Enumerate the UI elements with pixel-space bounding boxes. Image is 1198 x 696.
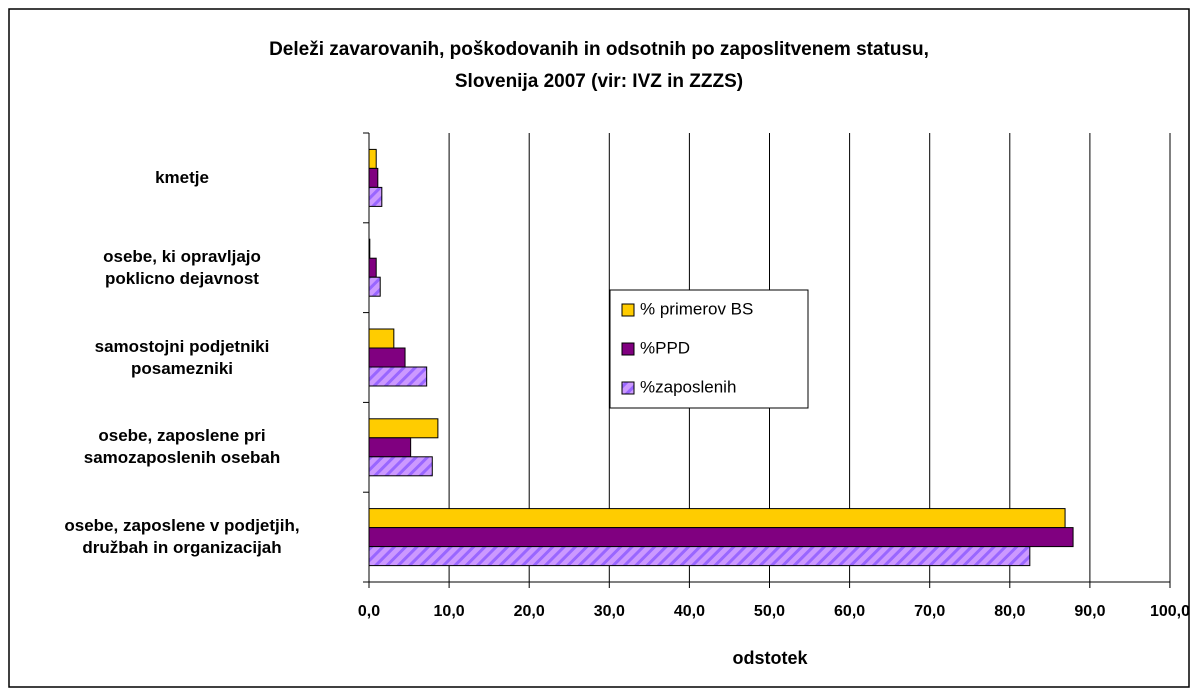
x-axis-label: odstotek: [732, 648, 808, 668]
legend: % primerov BS %PPD %zaposlenih: [609, 289, 809, 409]
y-tick-label: samostojni podjetniki posamezniki: [94, 336, 270, 378]
bar: [368, 508, 1066, 529]
x-tick-label: 100,0: [1150, 603, 1190, 620]
bar: [368, 418, 439, 439]
legend-swatch: [621, 381, 635, 395]
x-tick-label: 0,0: [358, 603, 380, 620]
x-tick-label: 20,0: [514, 603, 545, 620]
y-tick-label: kmetje: [155, 167, 209, 187]
x-tick-label: 60,0: [834, 603, 865, 620]
y-tick-label: osebe, zaposlene pri samozaposlenih oseb…: [83, 426, 281, 468]
y-tick-label: osebe, zaposlene v podjetjih, družbah in…: [64, 516, 300, 558]
x-tick-label: 40,0: [674, 603, 705, 620]
legend-label: % primerov BS: [640, 299, 753, 318]
bar: [368, 328, 395, 349]
legend-swatch: [621, 342, 635, 356]
x-tick-label: 50,0: [754, 603, 785, 620]
bar: [368, 186, 383, 207]
bar: [368, 347, 406, 368]
bar: [368, 366, 428, 387]
bar: [368, 167, 379, 188]
legend-label: %zaposlenih: [640, 377, 736, 396]
x-tick-label: 10,0: [434, 603, 465, 620]
bar: [368, 437, 412, 458]
chart-title: Deleži zavarovanih, poškodovanih in odso…: [269, 39, 929, 92]
bar: [368, 527, 1074, 548]
y-tick-label: osebe, ki opravljajo poklicno dejavnost: [103, 246, 261, 288]
bar: [368, 257, 377, 278]
bar: [368, 238, 371, 259]
x-tick-label: 90,0: [1074, 603, 1105, 620]
bar: [368, 148, 377, 169]
bar: [368, 546, 1031, 567]
legend-label: %PPD: [640, 338, 690, 357]
x-tick-label: 80,0: [994, 603, 1025, 620]
bar: [368, 456, 433, 477]
x-tick-label: 70,0: [914, 603, 945, 620]
legend-box: [609, 289, 809, 409]
bar: [368, 276, 381, 297]
legend-swatch: [621, 303, 635, 317]
chart-frame: [8, 8, 1190, 688]
x-tick-label: 30,0: [594, 603, 625, 620]
